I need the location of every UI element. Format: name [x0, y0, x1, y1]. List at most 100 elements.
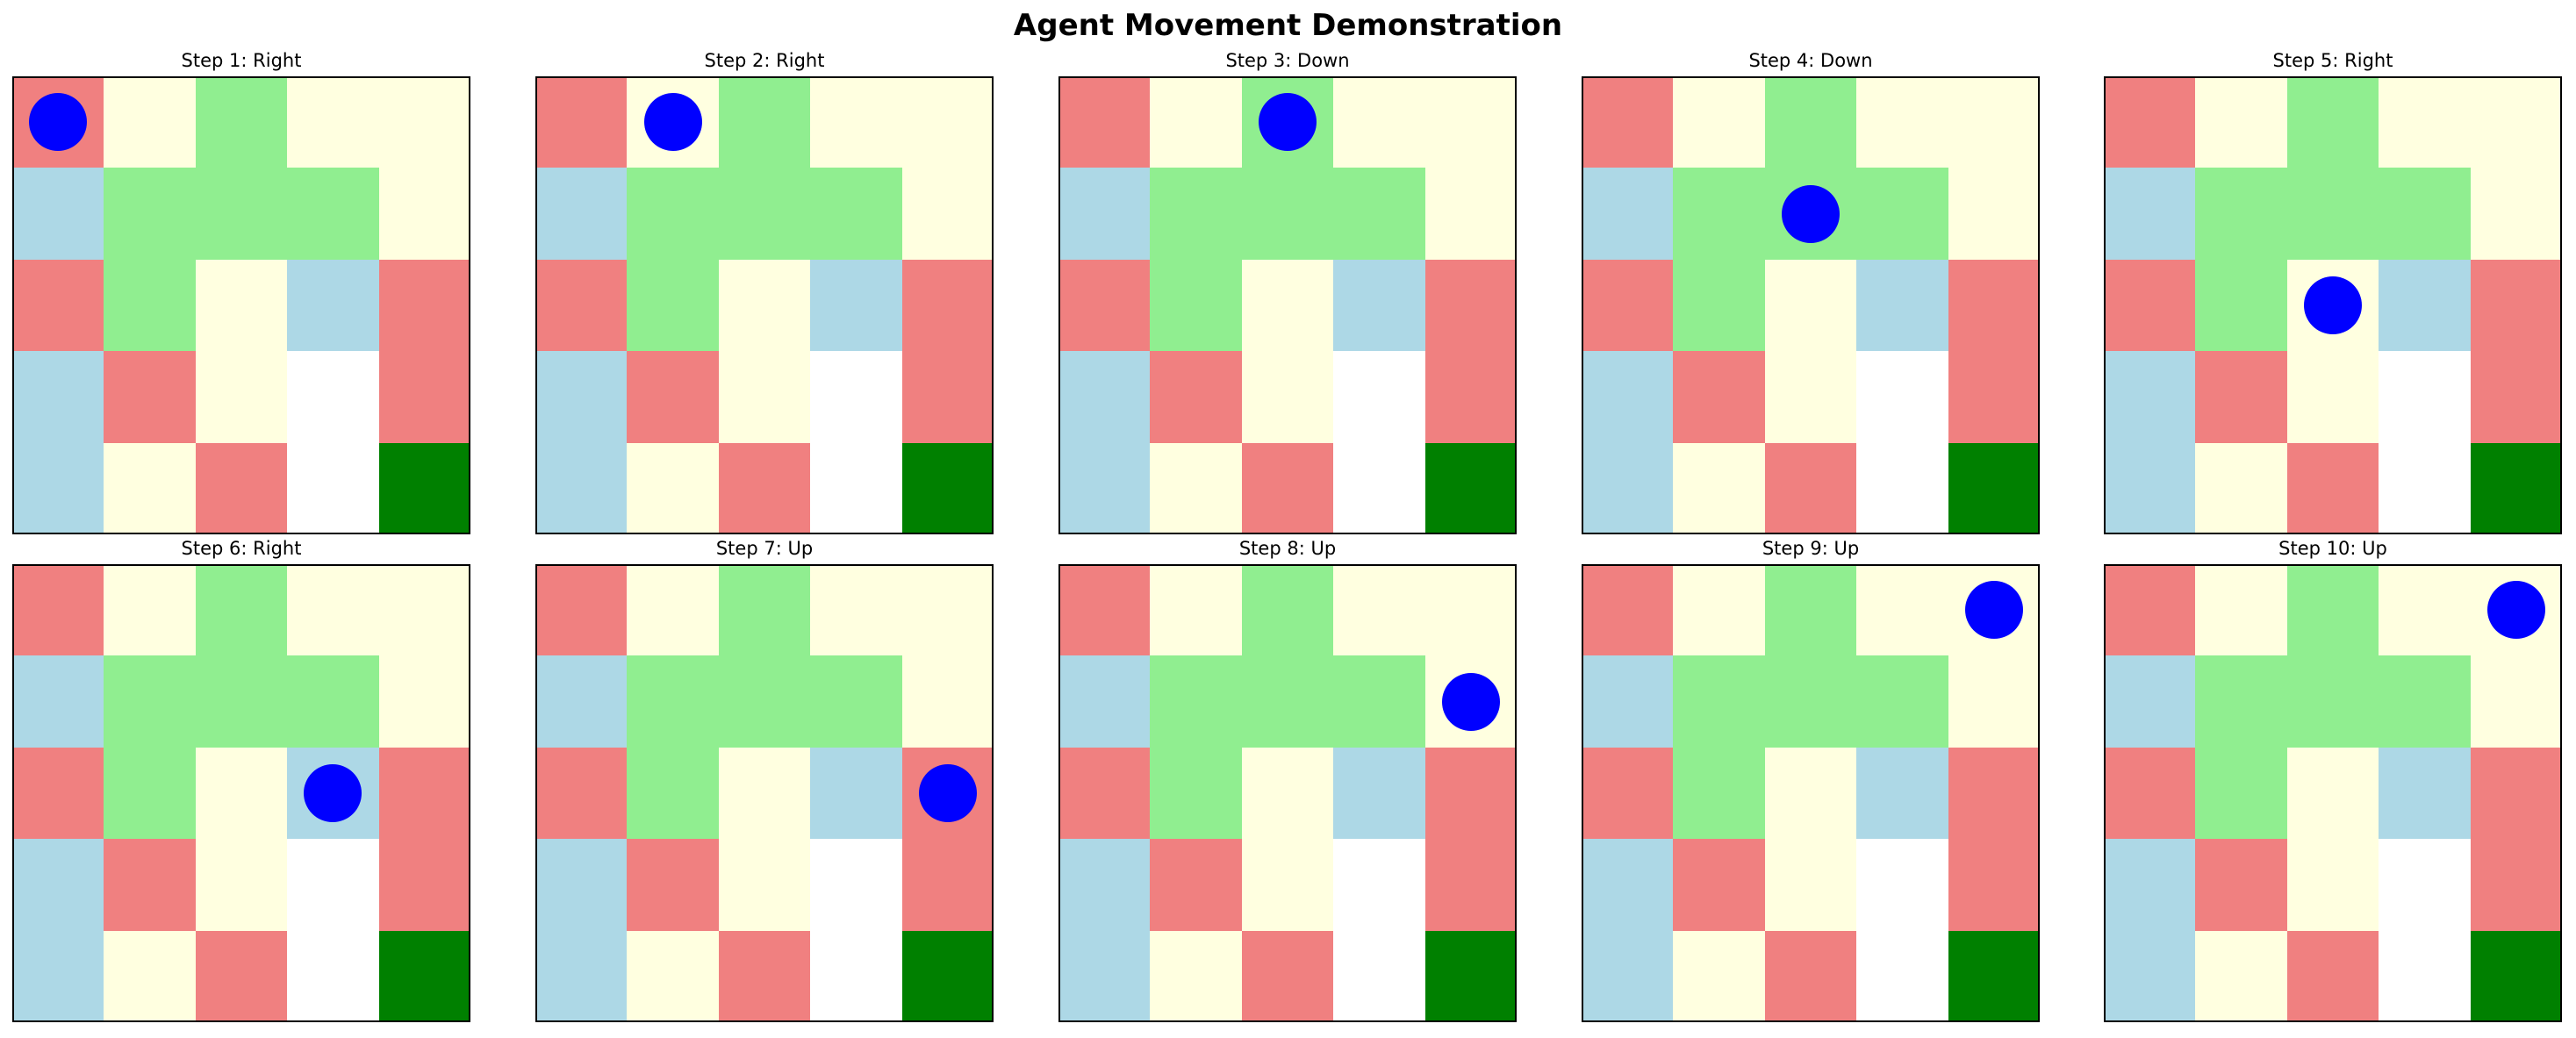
agent-marker [304, 764, 362, 822]
grid-cell [1333, 930, 1426, 1020]
agent-marker [1441, 672, 1500, 731]
grid-cell [14, 442, 104, 533]
grid-cell [627, 839, 720, 932]
grid-cell [1948, 168, 2038, 261]
grid-cell [537, 930, 628, 1020]
grid-cell [1333, 168, 1426, 261]
grid-cell [1424, 168, 1515, 261]
grid-cell [378, 566, 469, 656]
panel-title: Step 10: Up [2278, 538, 2387, 559]
grid-cell [1241, 351, 1334, 444]
grid-cell [1948, 351, 2038, 444]
grid-cell [14, 930, 104, 1020]
grid-cell [1583, 655, 1674, 748]
grid-cell [287, 839, 380, 932]
grid-cell [718, 78, 811, 168]
grid-cell [195, 442, 288, 533]
agent-marker [918, 764, 977, 822]
panel-title: Step 7: Up [715, 538, 814, 559]
grid-cell [1856, 655, 1949, 748]
agent-marker [1782, 184, 1840, 243]
grid-cell [718, 442, 811, 533]
grid-cell [378, 442, 469, 533]
grid-cell [287, 351, 380, 444]
grid-cell [195, 655, 288, 748]
grid-cell [2106, 168, 2196, 261]
grid-cell [14, 747, 104, 840]
grid-cell [2286, 930, 2379, 1020]
grid-panel [1058, 564, 1517, 1022]
grid-panel [535, 76, 994, 534]
grid-cell [537, 442, 628, 533]
grid-cell [2470, 930, 2560, 1020]
grid-cell [14, 655, 104, 748]
grid-cell [1241, 839, 1334, 932]
grid-panel [12, 76, 470, 534]
grid-cell [2195, 442, 2288, 533]
grid-cell [2106, 442, 2196, 533]
grid-cell [1424, 259, 1515, 352]
agent-marker [1259, 93, 1317, 152]
grid-cell [14, 839, 104, 932]
grid-cell [1424, 930, 1515, 1020]
grid-cell [810, 168, 903, 261]
grid-cell [1241, 655, 1334, 748]
grid-cell [1856, 351, 1949, 444]
grid-cell [901, 566, 992, 656]
agent-marker [2304, 276, 2362, 334]
grid-cell [1764, 442, 1857, 533]
grid-cell [287, 566, 380, 656]
grid-cell [2195, 839, 2288, 932]
agent-marker [643, 93, 702, 152]
grid-cell [901, 168, 992, 261]
grid-cell [1241, 566, 1334, 656]
grid-cell [2195, 259, 2288, 352]
grid-cell [537, 168, 628, 261]
grid-cell [1856, 259, 1949, 352]
panel-title: Step 6: Right [181, 538, 302, 559]
grid-cell [1673, 930, 1766, 1020]
panel-title: Step 8: Up [1238, 538, 1337, 559]
grid-cell [2379, 259, 2472, 352]
grid-panel [12, 564, 470, 1022]
grid-cell [1673, 168, 1766, 261]
grid-cell [2286, 747, 2379, 840]
grid-cell [1764, 839, 1857, 932]
grid-cell [1150, 78, 1243, 168]
grid-cell [2379, 655, 2472, 748]
grid-cell [1764, 930, 1857, 1020]
grid-cell [1424, 351, 1515, 444]
grid-cell [2470, 747, 2560, 840]
grid-cell [1948, 930, 2038, 1020]
grid-cell [1948, 442, 2038, 533]
grid-cell [287, 168, 380, 261]
grid-cell [195, 351, 288, 444]
grid-cell [810, 930, 903, 1020]
grid-cell [810, 78, 903, 168]
grid-cell [1150, 930, 1243, 1020]
grid-cell [537, 839, 628, 932]
grid-cell [195, 259, 288, 352]
grid-cell [2195, 168, 2288, 261]
grid-cell [1241, 168, 1334, 261]
grid-cell [1150, 655, 1243, 748]
grid-cell [1673, 442, 1766, 533]
panel-title: Step 1: Right [181, 50, 302, 71]
grid-cell [378, 351, 469, 444]
grid-cell [2106, 839, 2196, 932]
grid-cell [537, 78, 628, 168]
grid-cell [287, 78, 380, 168]
grid-cell [1583, 259, 1674, 352]
grid-cell [810, 259, 903, 352]
grid-cell [1583, 78, 1674, 168]
grid-cell [1673, 839, 1766, 932]
grid-cell [1150, 566, 1243, 656]
grid-cell [1333, 351, 1426, 444]
grid-cell [1150, 351, 1243, 444]
grid-cell [1333, 78, 1426, 168]
grid-cell [1764, 655, 1857, 748]
grid-cell [104, 930, 197, 1020]
grid-cell [104, 442, 197, 533]
grid-cell [1673, 566, 1766, 656]
panel-title: Step 9: Up [1762, 538, 1860, 559]
